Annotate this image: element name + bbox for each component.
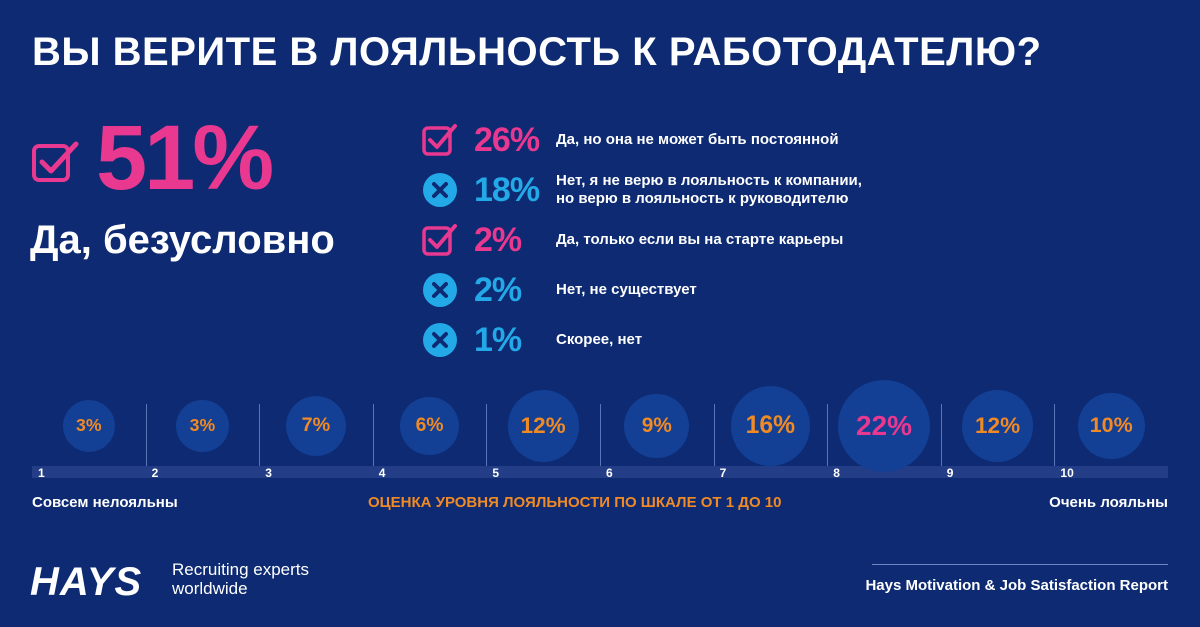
answer-percent: 2% [474, 221, 522, 259]
checkbox-check-icon [422, 124, 457, 156]
scale-number: 3 [265, 466, 272, 480]
scale-value-circle: 16% [730, 386, 811, 466]
scale-divider [145, 404, 147, 466]
scale-value-circle: 3% [62, 399, 115, 453]
scale-divider [372, 404, 374, 466]
main-percent: 51% [96, 107, 274, 209]
scale-segment: 3% 1 [32, 384, 146, 480]
scale-value-circle: 12% [507, 390, 579, 462]
answer-percent: 26% [474, 121, 540, 159]
loyalty-scale: 3% 1 3% 2 7% 3 6% 4 12% 5 9% 6 16% 7 22% 8 12% 9 10% 10 [32, 380, 1168, 484]
answer-percent: 1% [474, 321, 522, 359]
report-title: Hays Motivation & Job Satisfaction Repor… [865, 577, 1168, 594]
scale-number: 4 [378, 466, 386, 480]
scale-segment: 6% 4 [372, 384, 487, 480]
scale-value-circle: 6% [400, 396, 459, 456]
scale-number: 2 [151, 466, 159, 480]
answer-text: Нет, не существует [556, 281, 697, 298]
report-divider [872, 564, 1168, 565]
answer-percent: 2% [474, 271, 522, 309]
scale-divider [827, 404, 829, 466]
scale-number: 9 [946, 466, 954, 480]
scale-divider [259, 404, 261, 466]
scale-divider [940, 404, 942, 466]
scale-value-circle: 3% [176, 399, 229, 453]
checkbox-check-icon [32, 141, 79, 182]
scale-segment: 12% 5 [486, 384, 600, 480]
scale-segment: 16% 7 [713, 384, 828, 480]
answer-item: 26% Да, но она не может быть постоянной [422, 118, 882, 162]
scale-caption: ОЦЕНКА УРОВНЯ ЛОЯЛЬНОСТИ ПО ШКАЛЕ ОТ 1 Д… [368, 494, 782, 511]
scale-segment: 9% 6 [600, 384, 714, 480]
answer-percent: 18% [474, 171, 540, 209]
scale-value-circle: 12% [962, 390, 1034, 462]
scale-number: 7 [719, 466, 727, 480]
scale-number: 8 [833, 466, 840, 480]
x-circle-icon [423, 173, 457, 207]
answer-text: Нет, я не верю в лояльность к компании, н… [556, 172, 862, 207]
scale-low-label: Совсем нелояльны [32, 494, 178, 511]
scale-divider [1054, 404, 1056, 466]
scale-divider [600, 404, 601, 466]
x-circle-icon [423, 323, 457, 357]
scale-value-circle: 22% [837, 380, 930, 472]
scale-segment: 22% 8 [827, 380, 941, 480]
answer-item: 2% Да, только если вы на старте карьеры [422, 218, 882, 262]
scale-number: 1 [38, 466, 45, 480]
scale-value-circle: 7% [285, 395, 347, 457]
answer-text: Да, но она не может быть постоянной [556, 131, 839, 148]
answers-list: 26% Да, но она не может быть постоянной … [422, 118, 882, 368]
tagline-line-1: Recruiting experts [172, 560, 310, 579]
hays-logo: HAYS [30, 560, 143, 604]
scale-number: 5 [492, 466, 500, 480]
scale-segment: 12% 9 [940, 384, 1055, 480]
answer-item: 1% Скорее, нет [422, 318, 882, 362]
answer-item: 18% Нет, я не верю в лояльность к компан… [422, 168, 882, 212]
scale-number: 10 [1060, 466, 1074, 480]
scale-high-label: Очень лояльны [1049, 494, 1168, 511]
answer-text: Скорее, нет [556, 331, 643, 348]
scale-segment: 10% 10 [1054, 384, 1168, 480]
scale-divider [713, 404, 715, 466]
scale-segment: 7% 3 [259, 384, 373, 480]
scale-number: 6 [606, 466, 613, 480]
page-title: ВЫ ВЕРИТЕ В ЛОЯЛЬНОСТЬ К РАБОТОДАТЕЛЮ? [32, 30, 1042, 74]
scale-value-circle: 10% [1077, 392, 1145, 460]
scale-segment: 3% 2 [145, 384, 260, 480]
scale-divider [486, 404, 488, 466]
x-circle-icon [423, 273, 457, 307]
answer-item: 2% Нет, не существует [422, 268, 882, 312]
scale-value-circle: 9% [624, 393, 690, 459]
main-label: Да, безусловно [30, 218, 335, 262]
tagline: Recruiting experts worldwide [172, 560, 309, 598]
tagline-line-2: worldwide [172, 579, 248, 598]
checkbox-check-icon [422, 224, 457, 256]
answer-text: Да, только если вы на старте карьеры [556, 231, 844, 248]
